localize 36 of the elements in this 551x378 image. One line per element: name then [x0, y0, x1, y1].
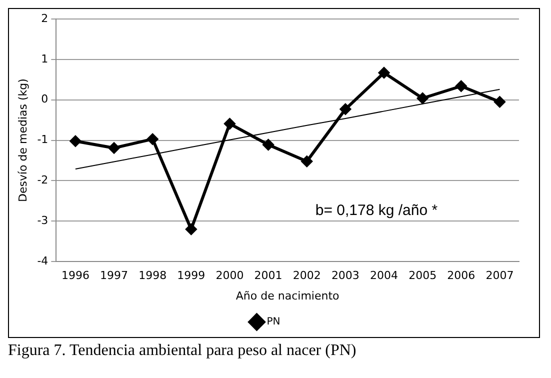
- point: [70, 136, 81, 147]
- y-tick-label: 1: [41, 52, 48, 66]
- x-tick-label: 2000: [216, 269, 244, 282]
- y-tick-label: -4: [37, 254, 48, 268]
- point: [301, 156, 312, 167]
- point: [378, 67, 390, 78]
- point: [494, 96, 506, 108]
- y-axis-title: Desvío de medias (kg): [16, 78, 30, 202]
- x-tick-label: 1999: [177, 269, 206, 282]
- y-tick-label: -1: [37, 133, 48, 146]
- point: [340, 104, 351, 115]
- y-tick-label: -2: [37, 174, 48, 187]
- point: [262, 139, 274, 150]
- point: [186, 224, 197, 235]
- x-tick-label: 1997: [100, 269, 128, 282]
- x-axis-title: Año de nacimiento: [236, 289, 340, 302]
- point: [224, 118, 236, 130]
- x-tick-label: 2004: [370, 269, 398, 282]
- x-tick-label: 2001: [254, 269, 282, 282]
- point: [147, 134, 158, 145]
- y-tick-label: -3: [37, 214, 48, 228]
- x-tick-label: 2002: [292, 269, 321, 282]
- legend-label: PN: [266, 316, 280, 328]
- annotation: b= 0,178 kg /año *: [315, 202, 438, 219]
- x-tick-label: 2003: [331, 269, 360, 282]
- point: [456, 80, 467, 92]
- text: Figura 7. Tendencia ambiental para peso al nacer (PN): [8, 342, 358, 360]
- y-tick-label: 2: [41, 12, 48, 25]
- point: [417, 92, 428, 104]
- x-tick-label: 2005: [408, 269, 437, 282]
- x-tick-label: 1996: [61, 269, 90, 282]
- x-tick-label: 1998: [138, 269, 167, 282]
- x-tick-label: 2006: [447, 269, 476, 282]
- point: [108, 142, 120, 154]
- y-tick-label: 0: [41, 92, 48, 106]
- x-tick-label: 2007: [486, 269, 514, 282]
